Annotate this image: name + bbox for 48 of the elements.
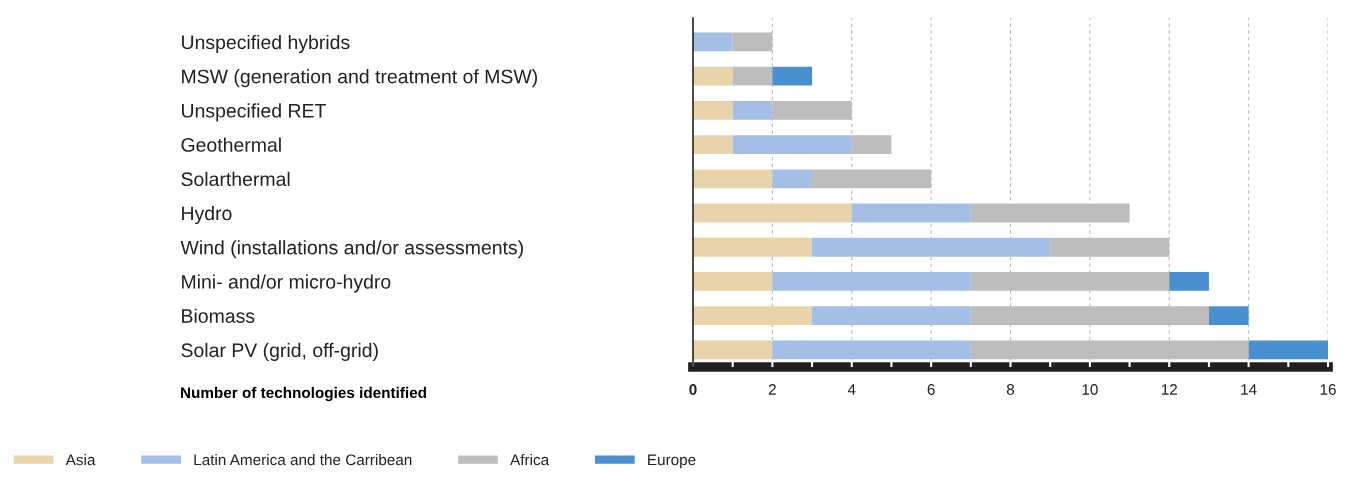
bar — [693, 32, 733, 52]
bar — [1208, 306, 1249, 326]
bar — [732, 66, 773, 86]
y-tick-label: Solar PV (grid, off-grid) — [181, 342, 378, 361]
bar — [772, 169, 813, 189]
y-tick-label: Hydro — [182, 205, 232, 225]
bar — [693, 237, 813, 257]
x-tick-label: 0 — [689, 384, 697, 395]
x-tick-label: 14 — [1241, 384, 1257, 395]
x-tick-label: 4 — [847, 384, 856, 395]
bar — [812, 237, 1051, 257]
bar — [1169, 272, 1209, 291]
x-tick-label: 2 — [768, 384, 776, 395]
bar — [772, 66, 813, 86]
bar — [693, 340, 773, 360]
bar — [693, 306, 813, 326]
bar — [772, 340, 971, 360]
y-tick-label: Unspecified RET — [182, 103, 326, 122]
y-tick-label: Unspecified hybrids — [182, 34, 350, 54]
bar — [1248, 340, 1328, 360]
x-axis-title: Number of technologies identified — [181, 386, 426, 402]
y-tick-label: Geothermal — [181, 137, 281, 152]
legend-label: Africa — [510, 454, 550, 466]
y-tick-label: Wind (installations and/or assessments) — [180, 240, 523, 259]
bar — [851, 203, 971, 223]
x-tick-label: 6 — [927, 384, 935, 395]
y-tick-label: Mini- and/or micro-hydro — [182, 274, 391, 293]
bar — [732, 135, 852, 155]
x-tick-label: 8 — [1006, 384, 1015, 395]
x-tick-label: 10 — [1082, 384, 1098, 395]
bar — [812, 306, 971, 326]
legend-label: Latin America and the Carribean — [194, 454, 412, 466]
bar — [693, 100, 733, 120]
x-tick-label: 16 — [1320, 384, 1336, 395]
bar — [693, 135, 733, 155]
bar — [772, 272, 971, 291]
bar — [693, 272, 773, 291]
x-tick-label: 12 — [1161, 384, 1177, 395]
y-tick-label: MSW (generation and treatment of MSW) — [182, 69, 537, 88]
legend-label: Asia — [65, 454, 96, 466]
bar — [732, 100, 773, 120]
bar — [693, 169, 773, 189]
y-tick-label: Biomass — [182, 308, 255, 323]
bar — [693, 66, 733, 86]
bar — [693, 203, 852, 223]
y-tick-label: Solarthermal — [181, 171, 290, 187]
bar — [851, 135, 892, 155]
legend-label: Europe — [648, 454, 696, 469]
